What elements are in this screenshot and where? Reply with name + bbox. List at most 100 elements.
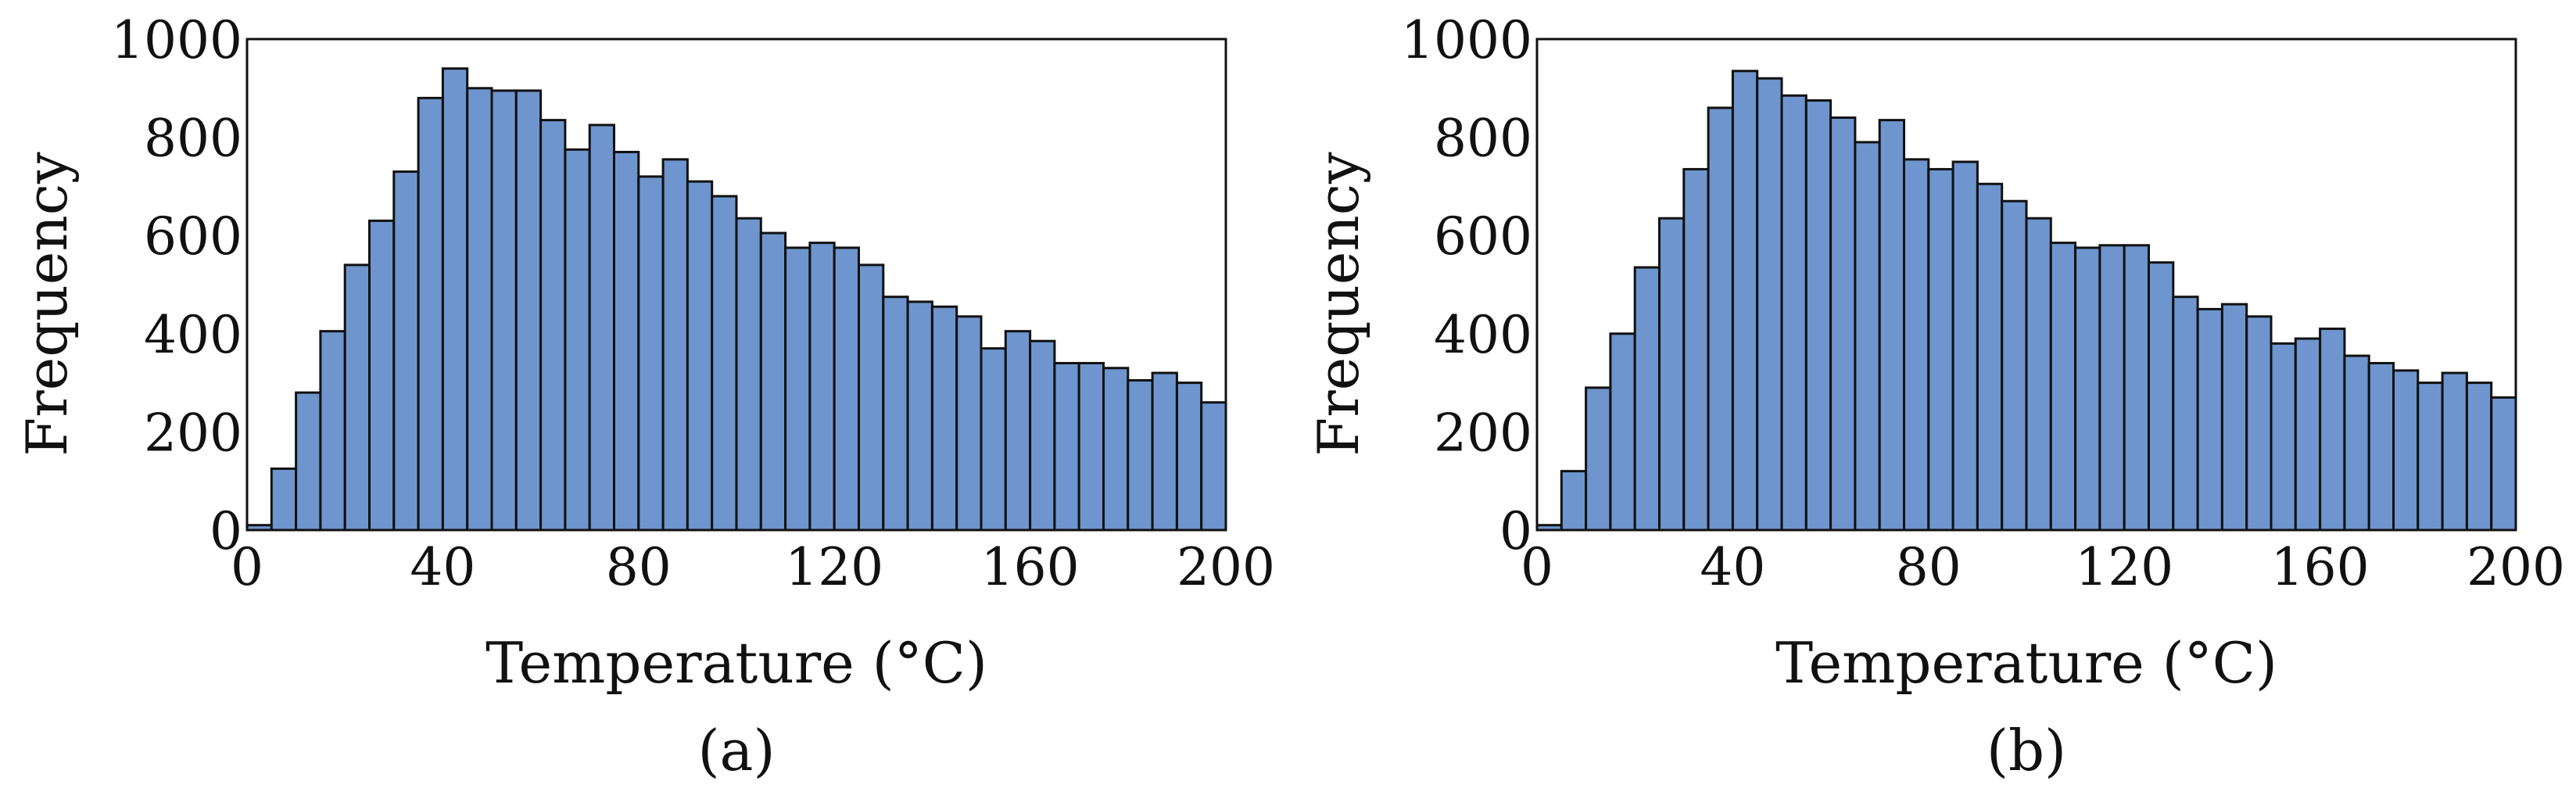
- histogram-bar: [2220, 303, 2248, 532]
- histogram-bar: [1951, 160, 1979, 532]
- x-tick-label: 120: [2075, 537, 2173, 597]
- histogram-bar: [1633, 266, 1661, 532]
- y-tick-label: 1000: [111, 10, 242, 70]
- histogram-bar: [2098, 244, 2126, 532]
- y-tick-label: 600: [144, 206, 242, 267]
- histogram-bar: [539, 119, 567, 532]
- histogram-bar: [613, 150, 640, 532]
- plot-frame: [1535, 38, 2517, 532]
- histogram-bar: [441, 67, 469, 532]
- histogram-bar: [1878, 119, 1905, 532]
- histogram-bar: [392, 170, 420, 532]
- x-tick-label: 0: [1521, 537, 1553, 597]
- histogram-bar: [1175, 382, 1203, 532]
- y-axis-title: Frequency: [14, 152, 80, 457]
- panel-caption: (b): [1987, 718, 2066, 783]
- y-tick-label: 1000: [1401, 10, 1532, 70]
- histogram-bar: [1731, 70, 1759, 532]
- histogram-bar: [2245, 315, 2273, 532]
- y-tick-label: 200: [1434, 403, 1532, 463]
- y-tick-label: 600: [1434, 206, 1532, 267]
- histogram-bar: [2270, 342, 2297, 532]
- histogram-bar: [2123, 244, 2150, 532]
- x-tick-label: 80: [1896, 537, 1962, 597]
- histogram-bar: [1756, 77, 1783, 532]
- histogram-panel-a: 0 40 80 120 160 200 0 200 400 600 800 1000 Temperatu…: [14, 10, 1275, 783]
- x-tick-label: 0: [231, 537, 263, 597]
- x-tick-label: 200: [1177, 537, 1275, 597]
- histogram-bar: [2148, 261, 2175, 532]
- histogram-bar: [1004, 330, 1032, 532]
- histogram-bar: [466, 87, 493, 532]
- histogram-bar: [1829, 116, 1857, 532]
- x-tick-label: 200: [2467, 537, 2565, 597]
- histogram-bar: [1200, 401, 1227, 532]
- histogram-bar: [2392, 369, 2420, 532]
- histogram-bar: [2343, 354, 2370, 532]
- histogram-bar: [1585, 386, 1612, 532]
- y-tick-label: 800: [1434, 109, 1532, 169]
- histogram-bar: [1658, 217, 1686, 532]
- histogram-bar: [1151, 371, 1178, 532]
- histogram-bar: [784, 246, 811, 532]
- histogram-bar: [1682, 167, 1710, 532]
- histogram-bar: [2319, 328, 2346, 532]
- y-tick-label: 800: [144, 109, 242, 169]
- histogram-bar: [1976, 182, 2004, 532]
- histogram-bar: [514, 89, 543, 532]
- histogram-bar: [295, 391, 322, 532]
- histogram-bar: [637, 175, 665, 532]
- histogram-bar: [2196, 307, 2223, 532]
- histogram-bar: [980, 347, 1007, 532]
- histogram-bar: [735, 217, 762, 532]
- histogram-bar: [368, 219, 396, 532]
- x-axis-title: Temperature (°C): [485, 630, 987, 696]
- plot-frame: [245, 38, 1227, 532]
- histogram-bar: [417, 96, 444, 532]
- x-tick-label: 40: [1700, 537, 1765, 597]
- histogram-bar: [2367, 361, 2395, 532]
- histogram-panel-b: 0 40 80 120 160 200 0 200 400 600 800 1000 Temperatu…: [1306, 10, 2565, 783]
- histogram-bar: [1077, 361, 1105, 532]
- histogram-bar: [1053, 361, 1080, 532]
- x-tick-label: 40: [410, 537, 475, 597]
- histogram-bar: [490, 89, 518, 532]
- histogram-bar: [1707, 106, 1734, 532]
- histogram-bar: [319, 330, 346, 532]
- histogram-bar: [588, 124, 616, 532]
- histogram-bar: [1854, 141, 1881, 532]
- y-tick-label: 400: [144, 305, 242, 365]
- histogram-bar: [1903, 158, 1930, 532]
- histogram-bar: [2074, 246, 2101, 532]
- panel-caption: (a): [697, 718, 775, 783]
- histogram-bar: [1609, 332, 1636, 532]
- histogram-bar: [2025, 217, 2052, 532]
- histogram-bar: [343, 263, 371, 532]
- y-tick-label: 0: [210, 501, 242, 561]
- histogram-bar: [2172, 296, 2199, 532]
- x-axis-title: Temperature (°C): [1775, 630, 2277, 696]
- x-tick-label: 120: [785, 537, 883, 597]
- y-tick-label: 0: [1499, 501, 1532, 561]
- histogram-bar: [1102, 367, 1130, 532]
- histogram-bar: [270, 468, 298, 532]
- histogram-bar: [1927, 167, 1954, 532]
- histogram-bar: [2490, 396, 2517, 532]
- histogram-bar: [686, 180, 714, 532]
- histogram-bar: [1127, 378, 1154, 532]
- histogram-bar: [930, 305, 958, 532]
- histogram-bar: [833, 246, 860, 532]
- histogram-bar: [2465, 382, 2493, 532]
- y-tick-label: 400: [1434, 305, 1532, 365]
- histogram-bar: [661, 158, 689, 532]
- histogram-bar: [1804, 99, 1833, 532]
- histogram-bar: [882, 296, 909, 532]
- y-axis-title: Frequency: [1306, 152, 1371, 457]
- histogram-bar: [2001, 199, 2028, 532]
- histogram-bar: [858, 263, 885, 532]
- y-tick-label: 200: [144, 403, 242, 463]
- histogram-bar: [2049, 242, 2077, 532]
- x-tick-label: 160: [981, 537, 1080, 597]
- histogram-bar: [759, 231, 787, 532]
